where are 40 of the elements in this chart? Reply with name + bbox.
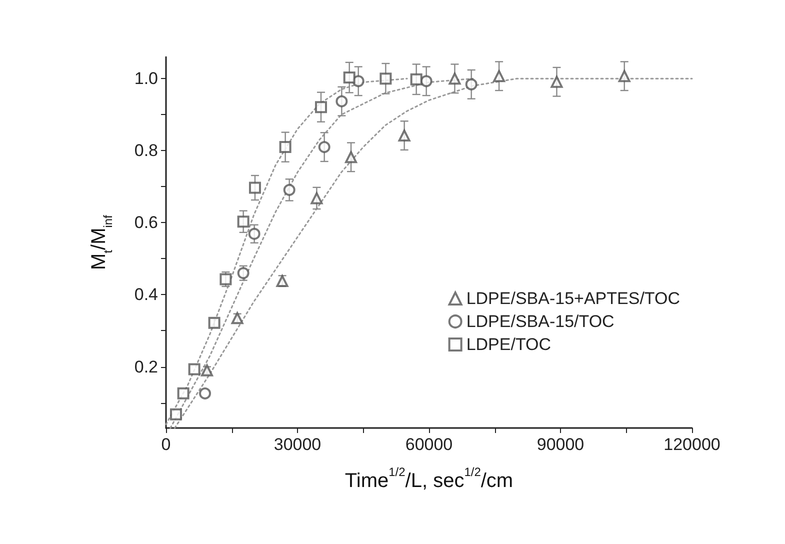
y-tick-label: 1.0 [134,69,158,88]
x-tick-label: 60000 [405,435,453,454]
legend-label: LDPE/SBA-15+APTES/TOC [466,289,680,308]
point [410,73,422,86]
point [310,192,323,204]
point [318,141,330,154]
point [248,228,260,240]
point [465,78,478,90]
point [237,216,250,228]
point [279,141,292,154]
x-tick-label: 90000 [536,435,584,454]
point [420,75,432,88]
point [448,72,461,85]
line-series [174,78,693,429]
point [314,101,327,114]
x-tick-label: 120000 [664,435,720,454]
point [398,130,410,142]
y-tick-label: 0.4 [134,285,158,304]
legend-label: LDPE/SBA-15/TOC [466,312,614,331]
point [170,408,182,420]
y-tick-label: 0.2 [134,357,158,376]
point [380,72,392,85]
y-axis-title: Mt/Minf [88,214,115,270]
point [237,267,250,280]
point [188,363,200,376]
point [177,387,190,400]
x-tick-label: 30000 [274,435,322,454]
point [343,72,356,84]
y-tick-label: 0.6 [134,213,158,232]
legend-label: LDPE/TOC [466,335,552,354]
x-tick-label: 0 [161,435,171,454]
point [493,70,506,82]
point [199,387,212,400]
point [283,184,296,196]
point [345,151,358,164]
point [248,182,261,194]
point [550,76,563,88]
y-tick-label: 0.8 [134,141,158,160]
point [618,70,630,82]
point [336,95,348,108]
